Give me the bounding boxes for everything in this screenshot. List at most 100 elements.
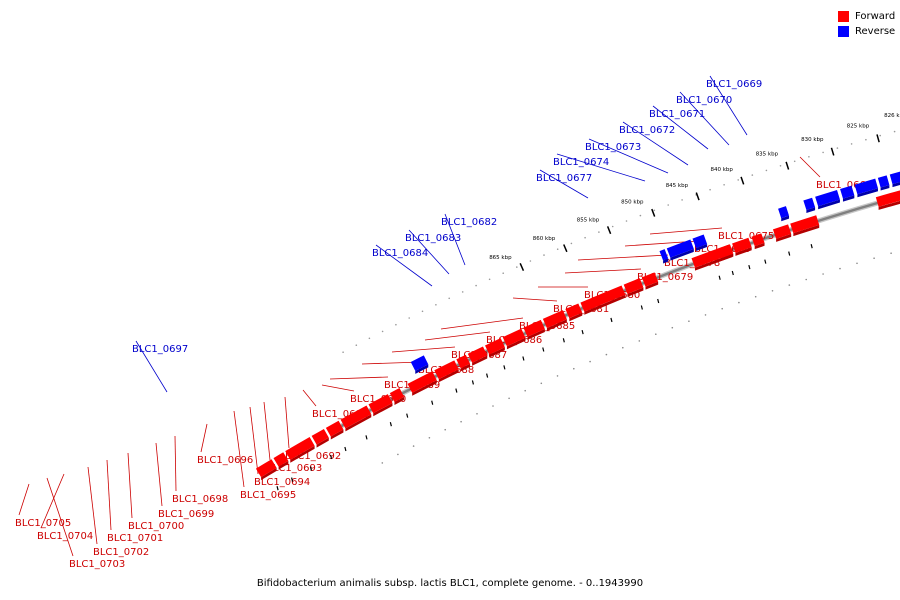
gene-shade bbox=[754, 242, 765, 250]
gene-blc1-0684[interactable]: BLC1_0684 bbox=[372, 244, 669, 287]
guide-dot bbox=[408, 317, 411, 319]
gene-label-leader bbox=[284, 396, 290, 449]
gene-block bbox=[285, 437, 315, 460]
gene-label: BLC1_0671 bbox=[649, 109, 705, 120]
gene-blc1-0695[interactable]: BLC1_0695 bbox=[233, 360, 459, 501]
inner-dot bbox=[671, 326, 674, 329]
gene-blc1-0700[interactable]: BLC1_0700 bbox=[127, 405, 372, 532]
guide-dot bbox=[584, 236, 586, 239]
guide-dot bbox=[681, 199, 683, 201]
guide-dot bbox=[793, 160, 796, 163]
gene-blc1-0690[interactable]: BLC1_0690 bbox=[321, 319, 545, 405]
gene-label-leader bbox=[321, 384, 355, 392]
gene-blc1-0681[interactable]: BLC1_0681 bbox=[512, 244, 734, 315]
gene-shade bbox=[806, 207, 816, 214]
gene-blc1-0698[interactable]: BLC1_0698 bbox=[172, 388, 409, 505]
guide-dot bbox=[598, 231, 600, 233]
gene-marker bbox=[581, 329, 584, 335]
gene-blc1-0704[interactable]: BLC1_0704 bbox=[37, 452, 294, 542]
guide-dot bbox=[611, 225, 614, 228]
guide-dot bbox=[639, 214, 642, 217]
gene-block bbox=[340, 405, 372, 429]
gene-label: BLC1_0678 bbox=[664, 258, 720, 269]
gene-marker bbox=[503, 365, 506, 370]
gene-blc1-0668[interactable]: BLC1_0668 bbox=[799, 156, 900, 217]
gene-label-leader bbox=[539, 169, 589, 199]
gene-blc1-0675[interactable]: BLC1_0675 bbox=[649, 215, 820, 249]
gene-blc1-0677[interactable]: BLC1_0677 bbox=[536, 169, 790, 222]
gene-blc1-0683[interactable]: BLC1_0683 bbox=[405, 229, 694, 275]
gene-marker bbox=[344, 446, 347, 452]
scale-tick-label: 830 kbp bbox=[801, 137, 824, 143]
gene-blc1-0678[interactable]: BLC1_0678 bbox=[577, 233, 767, 269]
inner-dot bbox=[754, 295, 757, 298]
gene-blc1-0703[interactable]: BLC1_0703 bbox=[46, 437, 315, 570]
gene-blc1-0679[interactable]: BLC1_0679 bbox=[564, 237, 752, 283]
gene-block bbox=[542, 310, 567, 329]
gene-label-leader bbox=[106, 459, 112, 531]
inner-dot bbox=[412, 445, 415, 447]
inner-dot bbox=[524, 389, 526, 392]
gene-blc1-0672[interactable]: BLC1_0672 bbox=[619, 121, 855, 202]
gene-label-leader bbox=[87, 466, 98, 545]
scale-tick bbox=[695, 192, 700, 201]
gene-label: BLC1_0693 bbox=[266, 463, 322, 474]
gene-block bbox=[389, 388, 405, 402]
gene-blc1-0674[interactable]: BLC1_0674 bbox=[553, 153, 816, 214]
gene-block bbox=[407, 371, 437, 393]
gene-shade bbox=[506, 337, 526, 350]
gene-blc1-0701[interactable]: BLC1_0701 bbox=[106, 420, 347, 544]
guide-dot bbox=[570, 242, 573, 245]
gene-block bbox=[803, 197, 816, 211]
gene-blc1-0696[interactable]: BLC1_0696 bbox=[197, 371, 437, 466]
inner-dot bbox=[822, 273, 824, 275]
gene-blc1-0693[interactable]: BLC1_0693 bbox=[263, 346, 489, 474]
gene-blc1-0692[interactable]: BLC1_0692 bbox=[284, 338, 506, 462]
gene-marker bbox=[486, 373, 489, 378]
gene-label: BLC1_0679 bbox=[637, 272, 693, 283]
gene-blc1-0669[interactable]: BLC1_0669 bbox=[706, 75, 900, 188]
gene-block bbox=[778, 206, 790, 219]
gene-label-leader bbox=[622, 121, 689, 166]
gene-shade bbox=[735, 247, 752, 256]
gene-blc1-0682[interactable]: BLC1_0682 bbox=[441, 213, 708, 266]
inner-dot bbox=[721, 307, 723, 310]
gene-block bbox=[854, 178, 878, 195]
gene-blc1-0699[interactable]: BLC1_0699 bbox=[155, 394, 393, 520]
gene-shade bbox=[290, 445, 315, 463]
gene-blc1-0673[interactable]: BLC1_0673 bbox=[585, 138, 840, 210]
gene-blc1-0702[interactable]: BLC1_0702 bbox=[87, 428, 333, 558]
gene-label: BLC1_0692 bbox=[285, 451, 341, 462]
gene-blc1-0691[interactable]: BLC1_0691 bbox=[302, 328, 526, 420]
gene-label: BLC1_0668 bbox=[816, 180, 872, 191]
gene-blc1-0705[interactable]: BLC1_0705 bbox=[15, 459, 279, 529]
guide-dot bbox=[395, 323, 397, 326]
gene-block bbox=[623, 278, 644, 294]
guide-dot bbox=[502, 272, 505, 275]
gene-block bbox=[410, 355, 429, 371]
gene-marker bbox=[542, 347, 545, 352]
gene-block bbox=[485, 338, 505, 355]
gene-label-leader bbox=[564, 268, 642, 274]
gene-label: BLC1_0670 bbox=[676, 95, 732, 106]
gene-blc1-0671[interactable]: BLC1_0671 bbox=[649, 105, 878, 198]
gene-blc1-0697[interactable]: BLC1_0697 bbox=[132, 340, 429, 393]
gene-marker bbox=[290, 477, 294, 482]
inner-dot bbox=[444, 428, 447, 431]
guide-dot bbox=[381, 330, 384, 333]
genome-caption: Bifidobacterium animalis subsp. lactis B… bbox=[256, 578, 644, 589]
guide-dot bbox=[653, 209, 656, 212]
gene-label-leader bbox=[233, 410, 245, 488]
gene-blc1-0694[interactable]: BLC1_0694 bbox=[249, 354, 475, 488]
gene-shade bbox=[627, 287, 644, 297]
gene-marker bbox=[471, 380, 475, 385]
scale-tick bbox=[651, 208, 656, 217]
gene-label-leader bbox=[174, 435, 177, 492]
gene-block bbox=[659, 249, 669, 261]
gene-blc1-0670[interactable]: BLC1_0670 bbox=[676, 91, 890, 191]
gene-shade bbox=[316, 437, 329, 448]
gene-marker bbox=[657, 298, 660, 304]
gene-block bbox=[502, 328, 526, 347]
gene-block bbox=[666, 239, 694, 258]
inner-dot bbox=[492, 405, 494, 407]
